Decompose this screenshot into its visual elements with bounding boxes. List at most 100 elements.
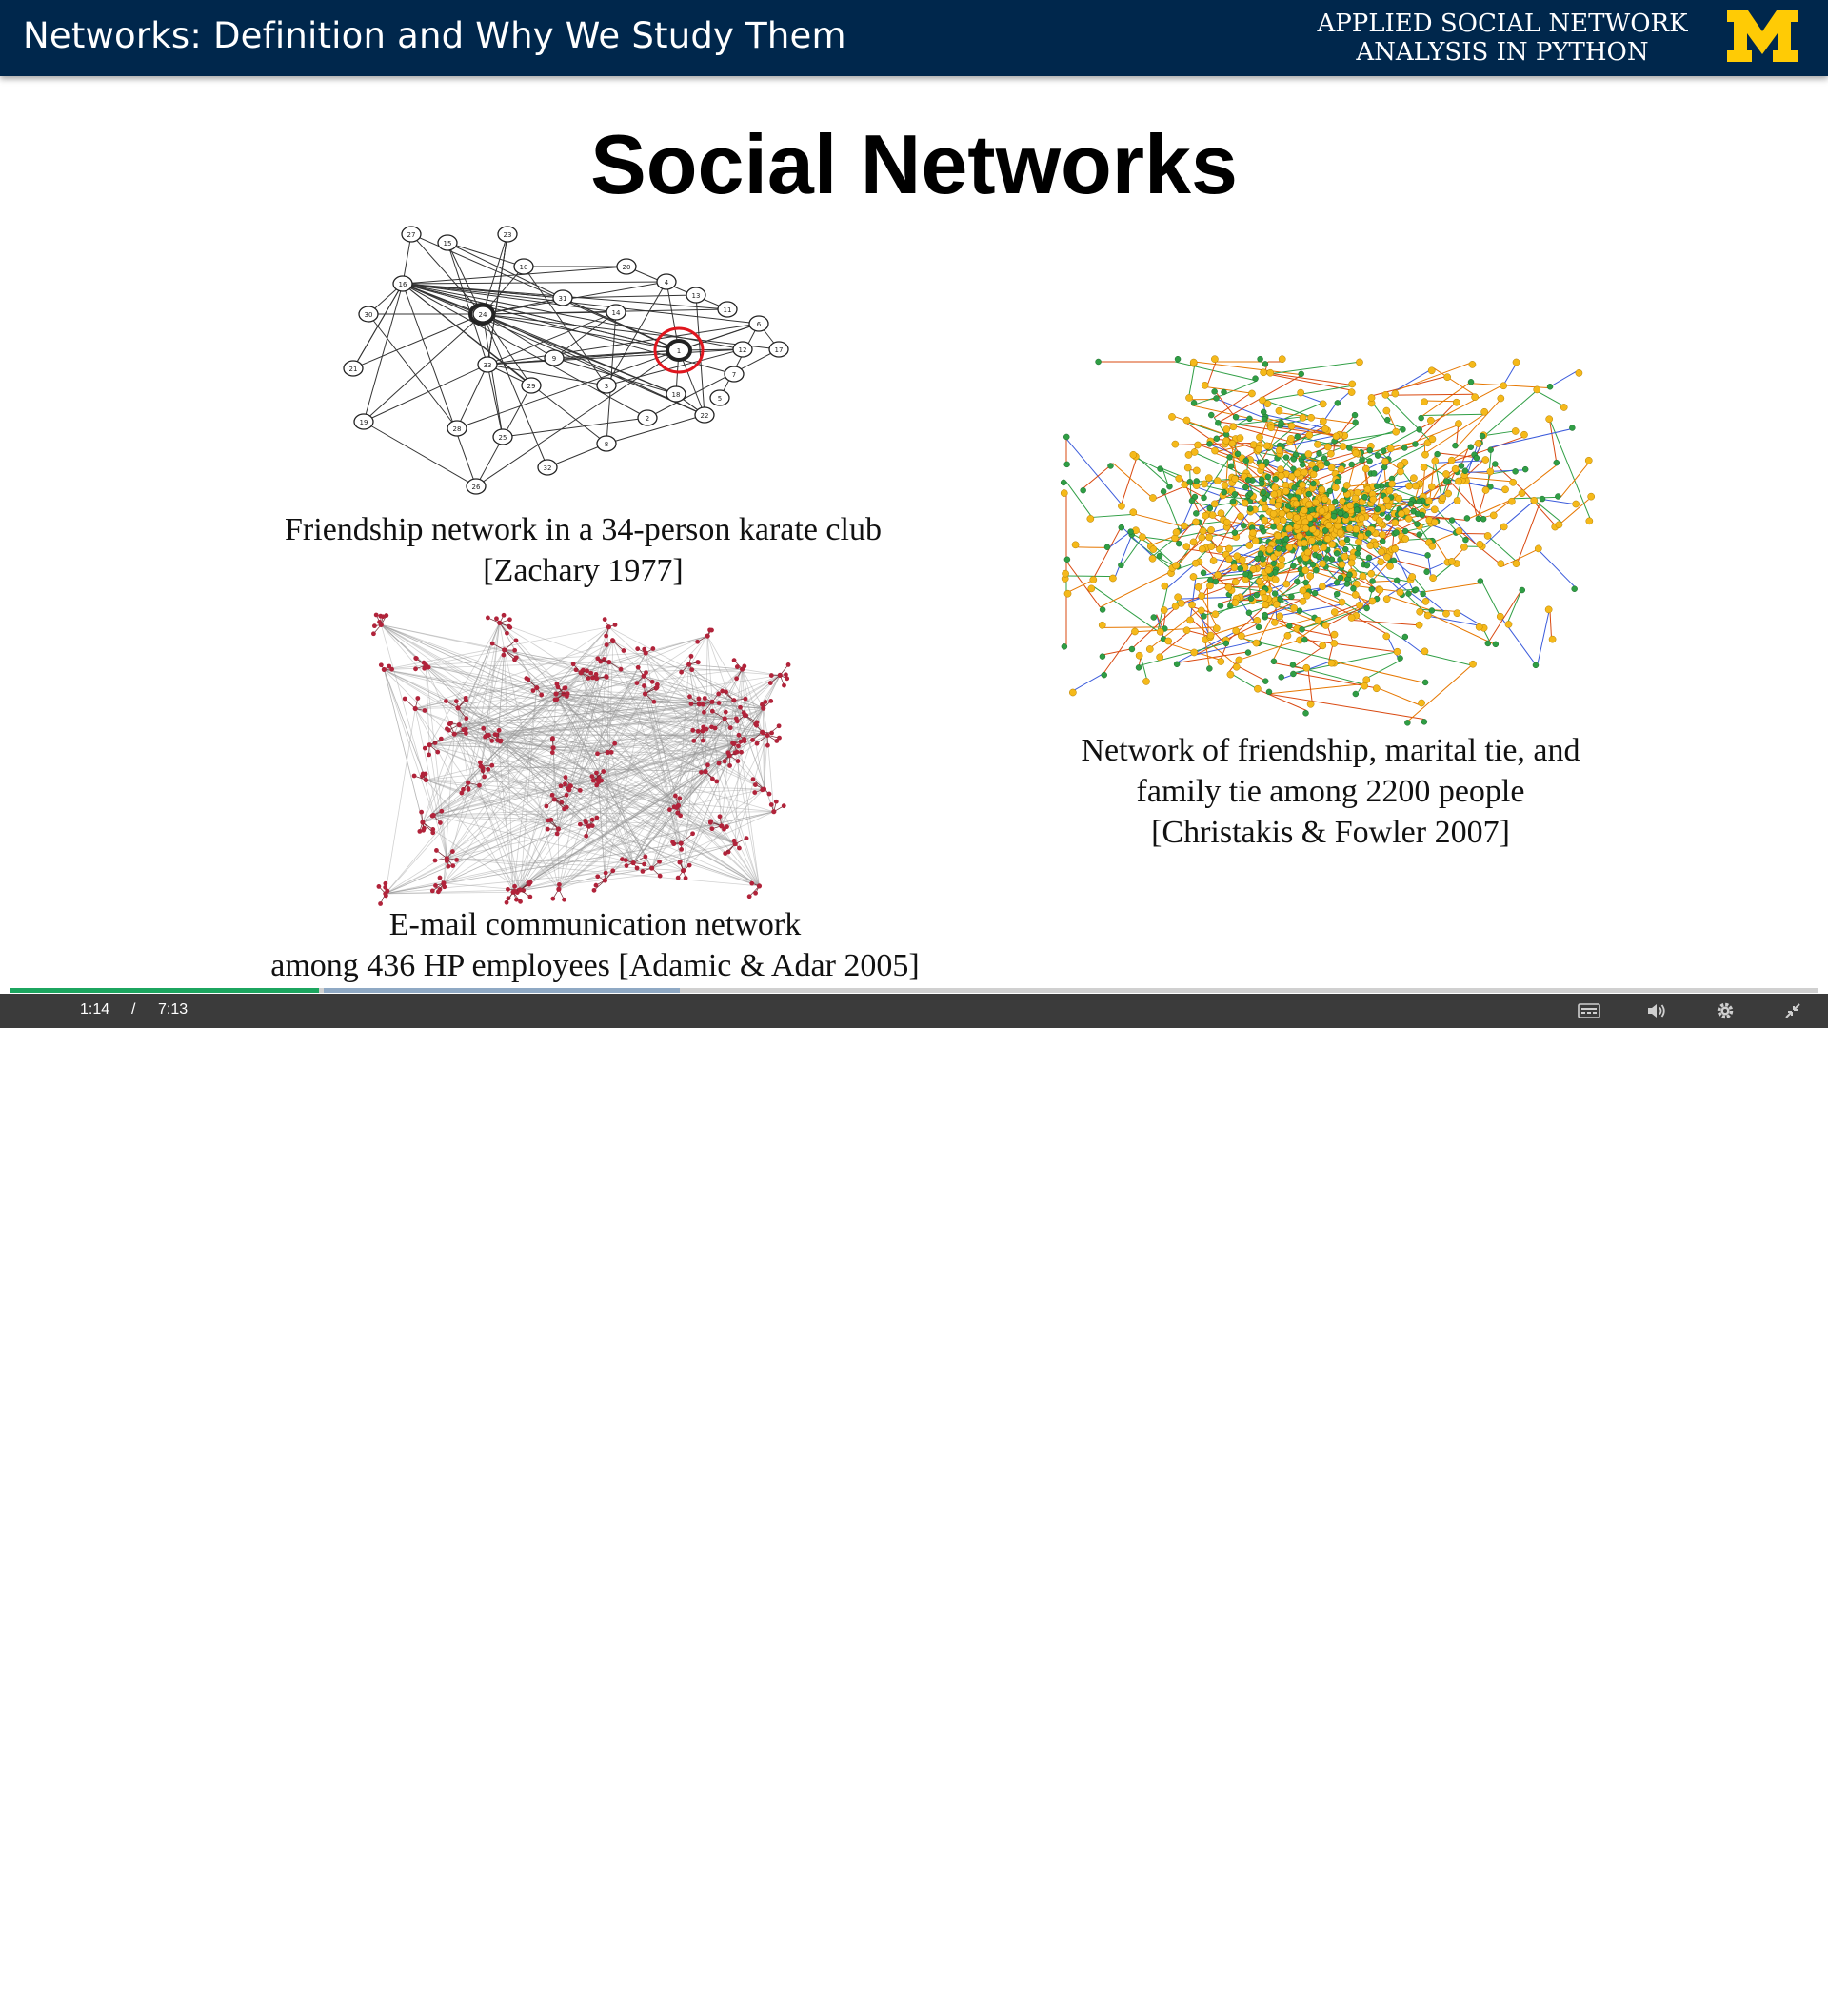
cf-node [1230,499,1236,504]
cf-node [1253,640,1260,646]
cf-node [1342,546,1348,552]
cf-node [1246,416,1252,422]
cf-node [1243,458,1249,464]
email-node [651,700,656,704]
email-node [482,775,487,780]
cf-node [1151,615,1157,621]
karate-node-label: 28 [453,425,462,433]
cf-edge [1165,494,1181,531]
karate-node: 24 [473,306,492,322]
cf-node [1484,532,1491,539]
cf-node [1142,678,1149,684]
cf-node [1485,641,1491,646]
email-node [527,882,531,887]
email-node [514,655,519,660]
email-node [760,730,765,735]
cf-node [1350,585,1356,591]
cf-node [1422,598,1429,604]
cf-node [1247,490,1253,496]
email-node [774,800,779,804]
cf-node [1242,484,1248,490]
cf-node [1421,719,1427,724]
volume-button[interactable] [1643,999,1672,1022]
email-node [374,613,379,618]
email-node [785,676,789,681]
cf-node [1222,389,1227,395]
cf-node [1280,517,1286,524]
cf-node [1402,634,1408,640]
email-node [450,863,455,868]
cf-edge [1422,384,1468,416]
cf-edge [1072,674,1103,692]
cf-node [1360,457,1365,463]
email-node [595,874,600,879]
progress-played [10,988,319,993]
karate-node: 9 [545,350,564,366]
cf-node [1279,556,1285,563]
cf-node [1227,454,1233,460]
cf-node [1283,455,1289,461]
lecture-header: Networks: Definition and Why We Study Th… [0,0,1828,76]
cf-node [1206,583,1213,589]
cf-node [1256,624,1262,630]
cf-node [1383,596,1390,603]
cf-node [1500,524,1507,530]
cf-edge [1482,583,1500,615]
cf-node [1185,394,1192,401]
email-node [415,696,420,701]
settings-icon [1715,1000,1736,1021]
email-node [612,741,617,746]
email-node [733,841,738,846]
email-node [644,650,648,655]
cf-node [1161,606,1167,613]
email-node [709,700,714,704]
email-node [764,700,768,704]
cf-node [1192,519,1199,525]
karate-node: 4 [657,274,676,289]
email-node [466,786,470,791]
email-node [553,691,558,696]
cf-edge [1206,362,1216,387]
email-node [584,834,588,839]
email-node [687,694,692,699]
settings-button[interactable] [1711,999,1739,1022]
email-node [717,761,722,766]
captions-button[interactable] [1575,999,1603,1022]
cf-node [1428,367,1435,374]
email-node [732,658,737,662]
exit-fullscreen-button[interactable] [1778,999,1807,1022]
cf-node [1248,390,1255,397]
cf-node [1149,555,1156,562]
cf-node [1286,623,1292,629]
cf-node [1386,563,1393,569]
email-node [512,648,517,653]
karate-node: 27 [402,227,421,242]
cf-node [1175,594,1182,601]
karate-node: 6 [749,316,768,331]
email-node [512,889,517,894]
cf-node [1157,654,1163,661]
play-button[interactable] [21,1993,46,2016]
cf-node [1214,395,1220,401]
progress-buffered [324,988,680,993]
cf-node [1202,512,1209,519]
email-node [777,736,782,741]
cf-node [1215,571,1222,578]
email-node [619,667,624,672]
email-node [502,647,507,652]
cf-node [1394,578,1400,583]
cf-node [1462,537,1468,543]
cf-node [1416,499,1421,504]
cf-node [1321,455,1327,461]
cf-node [1162,583,1168,589]
email-node [744,697,748,702]
email-node [454,699,459,703]
cf-node [1408,501,1414,506]
cf-node [1480,516,1486,522]
cf-node [1149,494,1156,501]
email-node [562,686,566,691]
email-node [667,807,672,812]
cf-node [1185,451,1192,458]
volume-icon [1646,1001,1669,1020]
email-node [372,623,377,628]
